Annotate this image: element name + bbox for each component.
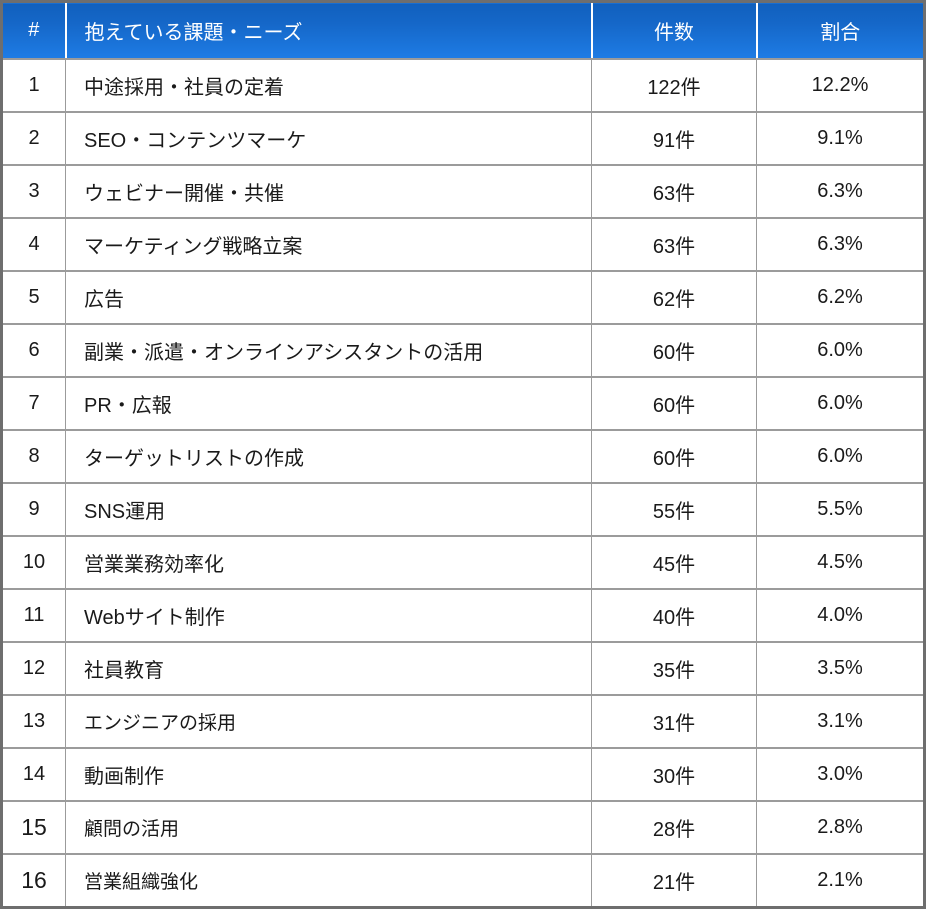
count-cell: 30件 <box>591 747 757 802</box>
table-row: 14 動画制作 30件 3.0% <box>1 747 925 802</box>
issue-cell: 広告 <box>65 270 592 325</box>
table-row: 9 SNS運用 55件 5.5% <box>1 482 925 537</box>
rank-cell: 5 <box>1 270 66 325</box>
rank-cell: 13 <box>1 694 66 749</box>
ratio-cell: 2.1% <box>756 853 925 908</box>
issue-cell: ウェビナー開催・共催 <box>65 164 592 219</box>
rank-cell: 3 <box>1 164 66 219</box>
issue-cell: 副業・派遣・オンラインアシスタントの活用 <box>65 323 592 378</box>
count-cell: 45件 <box>591 535 757 590</box>
rank-cell: 2 <box>1 111 66 166</box>
table-row: 13 エンジニアの採用 31件 3.1% <box>1 694 925 749</box>
table-body: 1 中途採用・社員の定着 122件 12.2% 2 SEO・コンテンツマーケ 9… <box>1 58 925 908</box>
table-row: 10 営業業務効率化 45件 4.5% <box>1 535 925 590</box>
ratio-cell: 6.0% <box>756 376 925 431</box>
rank-cell: 11 <box>1 588 66 643</box>
ratio-cell: 6.0% <box>756 429 925 484</box>
ratio-cell: 3.5% <box>756 641 925 696</box>
table-row: 12 社員教育 35件 3.5% <box>1 641 925 696</box>
ratio-cell: 5.5% <box>756 482 925 537</box>
ratio-cell: 6.2% <box>756 270 925 325</box>
count-cell: 55件 <box>591 482 757 537</box>
rank-cell: 10 <box>1 535 66 590</box>
issue-cell: 営業組織強化 <box>65 853 592 908</box>
count-cell: 21件 <box>591 853 757 908</box>
rank-cell: 16 <box>1 853 66 908</box>
rank-cell: 12 <box>1 641 66 696</box>
table-header: # 抱えている課題・ニーズ 件数 割合 <box>1 1 925 60</box>
table-row: 6 副業・派遣・オンラインアシスタントの活用 60件 6.0% <box>1 323 925 378</box>
table-row: 5 広告 62件 6.2% <box>1 270 925 325</box>
count-cell: 63件 <box>591 217 757 272</box>
ratio-cell: 6.3% <box>756 217 925 272</box>
table-row: 1 中途採用・社員の定着 122件 12.2% <box>1 58 925 113</box>
header-cell-rank: # <box>1 1 66 60</box>
issue-cell: 営業業務効率化 <box>65 535 592 590</box>
table-header-row: # 抱えている課題・ニーズ 件数 割合 <box>1 1 925 60</box>
ratio-cell: 9.1% <box>756 111 925 166</box>
issue-cell: マーケティング戦略立案 <box>65 217 592 272</box>
issue-cell: SEO・コンテンツマーケ <box>65 111 592 166</box>
ratio-cell: 2.8% <box>756 800 925 855</box>
rank-cell: 7 <box>1 376 66 431</box>
ratio-cell: 3.0% <box>756 747 925 802</box>
table-row: 16 営業組織強化 21件 2.1% <box>1 853 925 908</box>
rank-cell: 9 <box>1 482 66 537</box>
ratio-cell: 3.1% <box>756 694 925 749</box>
count-cell: 60件 <box>591 323 757 378</box>
rank-cell: 14 <box>1 747 66 802</box>
issue-cell: Webサイト制作 <box>65 588 592 643</box>
count-cell: 40件 <box>591 588 757 643</box>
table-row: 3 ウェビナー開催・共催 63件 6.3% <box>1 164 925 219</box>
table-row: 8 ターゲットリストの作成 60件 6.0% <box>1 429 925 484</box>
issue-cell: ターゲットリストの作成 <box>65 429 592 484</box>
count-cell: 60件 <box>591 429 757 484</box>
rank-cell: 1 <box>1 58 66 113</box>
count-cell: 31件 <box>591 694 757 749</box>
issue-cell: SNS運用 <box>65 482 592 537</box>
count-cell: 60件 <box>591 376 757 431</box>
table-row: 11 Webサイト制作 40件 4.0% <box>1 588 925 643</box>
issue-cell: 顧問の活用 <box>65 800 592 855</box>
table-row: 7 PR・広報 60件 6.0% <box>1 376 925 431</box>
ratio-cell: 4.0% <box>756 588 925 643</box>
issue-cell: 社員教育 <box>65 641 592 696</box>
rank-cell: 15 <box>1 800 66 855</box>
table-row: 15 顧問の活用 28件 2.8% <box>1 800 925 855</box>
ratio-cell: 4.5% <box>756 535 925 590</box>
count-cell: 122件 <box>591 58 757 113</box>
ratio-cell: 6.3% <box>756 164 925 219</box>
rank-cell: 8 <box>1 429 66 484</box>
header-cell-count: 件数 <box>590 1 757 60</box>
rank-cell: 4 <box>1 217 66 272</box>
issue-cell: エンジニアの採用 <box>65 694 592 749</box>
table-row: 2 SEO・コンテンツマーケ 91件 9.1% <box>1 111 925 166</box>
issue-cell: 動画制作 <box>65 747 592 802</box>
issue-cell: 中途採用・社員の定着 <box>65 58 592 113</box>
count-cell: 91件 <box>591 111 757 166</box>
table-row: 4 マーケティング戦略立案 63件 6.3% <box>1 217 925 272</box>
ratio-cell: 6.0% <box>756 323 925 378</box>
count-cell: 62件 <box>591 270 757 325</box>
count-cell: 35件 <box>591 641 757 696</box>
ratio-cell: 12.2% <box>756 58 925 113</box>
count-cell: 28件 <box>591 800 757 855</box>
rank-cell: 6 <box>1 323 66 378</box>
header-cell-issue: 抱えている課題・ニーズ <box>64 1 592 60</box>
count-cell: 63件 <box>591 164 757 219</box>
header-cell-ratio: 割合 <box>755 1 925 60</box>
issue-cell: PR・広報 <box>65 376 592 431</box>
